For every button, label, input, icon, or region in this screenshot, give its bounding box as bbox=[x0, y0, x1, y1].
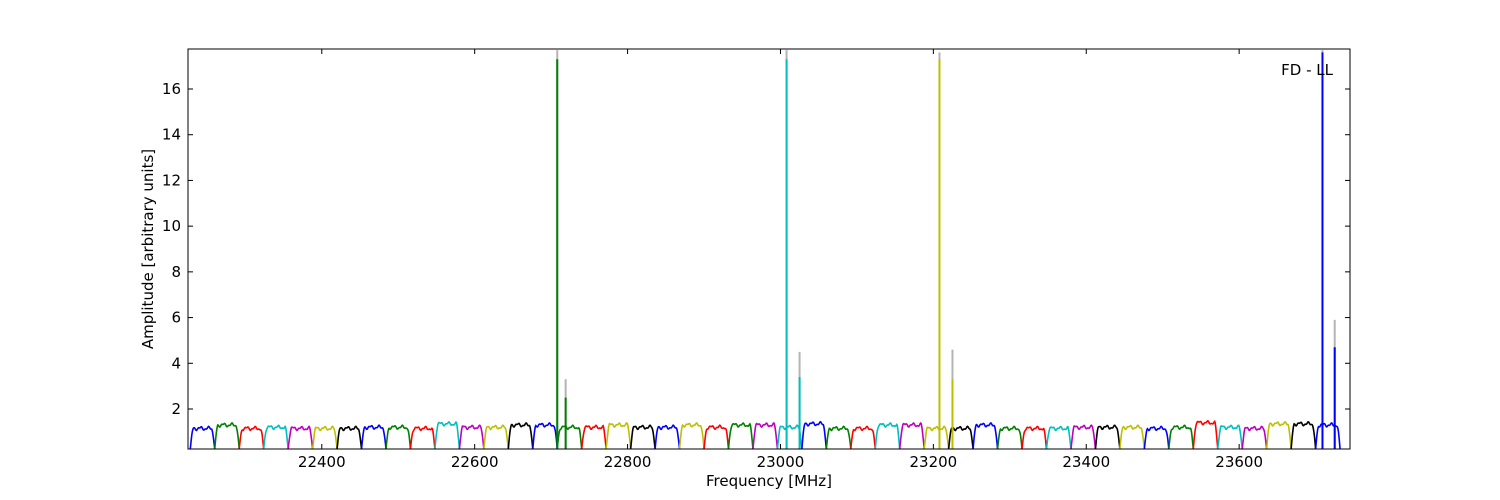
channel-band-curve bbox=[189, 425, 216, 449]
x-tick-label: 23200 bbox=[910, 453, 958, 471]
y-tick-label: 10 bbox=[162, 217, 181, 235]
channel-band-curve bbox=[1143, 425, 1170, 449]
channel-band-curve bbox=[531, 422, 559, 449]
channel-band-curve bbox=[1021, 425, 1048, 449]
channel-band-curve bbox=[825, 425, 852, 449]
channel-band-curve bbox=[1216, 424, 1244, 449]
channel-band-curve bbox=[1241, 425, 1268, 449]
channel-band-curve bbox=[238, 425, 265, 449]
y-tick-label: 8 bbox=[171, 263, 181, 281]
y-tick-label: 6 bbox=[171, 309, 181, 327]
channel-band-curve bbox=[776, 424, 803, 449]
axis-ticks: 22400 22600 22800 23000 23200 23400 23600 2 4 6 8 1… bbox=[162, 49, 1350, 471]
channel-band-curve bbox=[1119, 424, 1146, 449]
channel-band-curve bbox=[874, 422, 901, 449]
channel-band-curve bbox=[972, 422, 999, 449]
plot-frame bbox=[187, 48, 1351, 450]
channel-band-curve bbox=[311, 425, 338, 449]
x-tick-label: 22600 bbox=[451, 453, 499, 471]
channel-band-curve bbox=[703, 424, 730, 449]
x-tick-label: 22400 bbox=[298, 453, 346, 471]
channel-band-curve bbox=[1070, 424, 1097, 449]
x-tick-label: 23000 bbox=[757, 453, 805, 471]
channel-band-curve bbox=[1094, 424, 1121, 449]
channel-band-curve bbox=[1265, 420, 1292, 449]
channel-band-curve bbox=[801, 420, 828, 449]
channel-band-curve bbox=[1192, 419, 1219, 449]
channel-band-curve bbox=[605, 422, 632, 449]
channel-band-curve bbox=[629, 424, 656, 449]
channel-band-curve bbox=[923, 425, 950, 449]
channel-band-curve bbox=[1314, 422, 1341, 449]
y-tick-label: 2 bbox=[171, 400, 181, 418]
channel-band-curve bbox=[996, 425, 1023, 449]
channel-band-curve bbox=[752, 421, 779, 449]
panel-annotation: FD - LL bbox=[1281, 61, 1333, 79]
channel-band-curve bbox=[580, 424, 607, 449]
x-tick-label: 23400 bbox=[1062, 453, 1110, 471]
channel-band-curve bbox=[434, 421, 461, 449]
channel-band-curve bbox=[262, 424, 289, 449]
channel-band-curve bbox=[727, 422, 754, 449]
channel-band-curve bbox=[1045, 425, 1072, 449]
channel-band-curve bbox=[483, 424, 510, 449]
channel-band-curve bbox=[1168, 424, 1195, 449]
channel-band-curve bbox=[556, 424, 583, 449]
channel-band-curve bbox=[336, 425, 363, 449]
y-tick-label: 12 bbox=[162, 171, 181, 189]
x-axis-label: Frequency [MHz] bbox=[706, 472, 832, 490]
channel-band-curve bbox=[654, 424, 681, 449]
channel-band-curve bbox=[213, 422, 241, 449]
plot-data bbox=[189, 50, 1341, 449]
x-tick-label: 23600 bbox=[1215, 453, 1263, 471]
channel-band-curve bbox=[850, 425, 877, 449]
channel-band-curve bbox=[507, 421, 534, 449]
y-tick-label: 14 bbox=[162, 126, 181, 144]
channel-band-curve bbox=[287, 425, 314, 449]
channel-band-curve bbox=[409, 425, 436, 449]
y-axis-label: Amplitude [arbitrary units] bbox=[139, 149, 157, 349]
channel-band-curve bbox=[678, 422, 705, 449]
x-tick-label: 22800 bbox=[604, 453, 652, 471]
channel-band-curve bbox=[385, 424, 412, 449]
channel-band-curve bbox=[360, 424, 387, 449]
channel-band-curve bbox=[1290, 420, 1317, 449]
y-tick-label: 4 bbox=[171, 354, 181, 372]
channel-band-curve bbox=[458, 424, 485, 449]
y-tick-label: 16 bbox=[162, 80, 181, 98]
channel-band-curve bbox=[898, 421, 925, 449]
